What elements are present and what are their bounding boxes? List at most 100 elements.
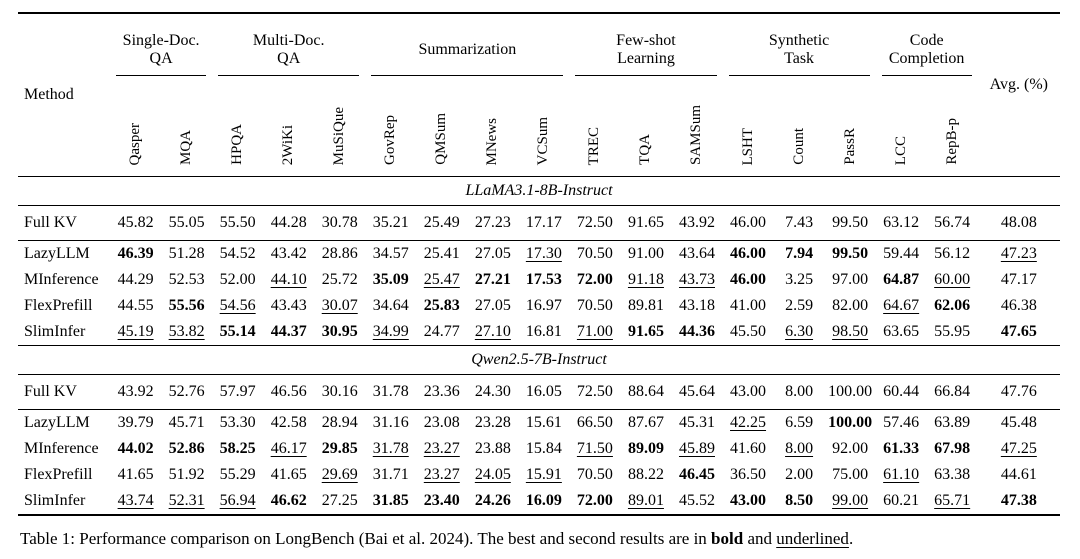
caption-text: .: [848, 529, 854, 548]
avg-cell: 47.38: [1000, 492, 1037, 509]
method-cell: Full KV: [18, 374, 111, 410]
score-cell: 15.84: [525, 440, 562, 457]
column-header: TREC: [569, 76, 620, 177]
score-cell: 70.50: [576, 245, 613, 262]
score-cell: 44.02: [117, 440, 154, 457]
score-cell: 43.00: [722, 374, 774, 410]
score-cell: 54.52: [219, 245, 256, 262]
group-label: Synthetic Task: [768, 31, 830, 67]
score-cell: 46.17: [270, 440, 307, 457]
score-cell: 45.64: [671, 374, 723, 410]
column-header-label: LSHT: [739, 127, 756, 166]
score-cell: 27.05: [474, 245, 511, 262]
score-cell: 31.78: [372, 440, 409, 457]
score-cell: 61.10: [883, 466, 920, 483]
score-cell: 28.94: [321, 414, 358, 431]
score-cell: 23.28: [474, 414, 511, 431]
score-cell: 6.30: [785, 323, 814, 340]
group-underline: [371, 75, 564, 76]
score-cell: 63.65: [883, 323, 920, 340]
avg-cell: 44.61: [1000, 466, 1037, 483]
column-header-label: Count: [790, 128, 807, 165]
score-cell: 53.82: [168, 323, 205, 340]
score-cell: 52.00: [219, 271, 256, 288]
column-header-label: GovRep: [382, 115, 399, 165]
score-cell: 55.05: [161, 205, 213, 241]
model-section-title: LLaMA3.1-8B-Instruct: [18, 176, 1060, 206]
table-row: SlimInfer 45.19 53.82 55.14 44.37 30.95 34.99 2…: [18, 319, 1060, 346]
score-cell: 45.82: [110, 205, 162, 241]
score-cell: 41.00: [730, 297, 767, 314]
group-underline: [218, 75, 360, 76]
score-cell: 64.87: [883, 271, 920, 288]
table-row: Full KV 45.82 55.05 55.50 44.28 30.78 35.21 25.…: [18, 205, 1060, 241]
score-cell: 16.97: [525, 297, 562, 314]
score-cell: 44.37: [270, 323, 307, 340]
score-cell: 52.53: [168, 271, 205, 288]
score-cell: 52.86: [168, 440, 205, 457]
score-cell: 30.78: [314, 205, 366, 241]
column-header: MNews: [467, 76, 518, 177]
score-cell: 66.84: [926, 374, 978, 410]
group-header-row: Method Single-Doc. QA Multi-Doc. QA Summ…: [18, 13, 1060, 103]
score-cell: 30.16: [314, 374, 366, 410]
score-cell: 58.25: [219, 440, 256, 457]
score-cell: 91.65: [620, 205, 672, 241]
score-cell: 64.67: [883, 297, 920, 314]
score-cell: 88.22: [627, 466, 664, 483]
score-cell: 46.56: [263, 374, 315, 410]
score-cell: 72.50: [569, 205, 621, 241]
avg-cell: 47.23: [1000, 245, 1037, 262]
column-header-label: RepB-p: [943, 118, 960, 165]
score-cell: 72.00: [576, 492, 613, 509]
score-cell: 34.99: [372, 323, 409, 340]
score-cell: 16.81: [525, 323, 562, 340]
score-cell: 53.30: [219, 414, 256, 431]
score-cell: 24.05: [474, 466, 511, 483]
score-cell: 55.14: [219, 323, 256, 340]
score-cell: 43.42: [270, 245, 307, 262]
score-cell: 31.71: [372, 466, 409, 483]
group-header-code-completion: Code Completion: [876, 13, 978, 76]
method-cell: LazyLLM: [24, 414, 90, 431]
group-label: Few-shot Learning: [616, 31, 676, 67]
score-cell: 72.00: [576, 271, 613, 288]
score-cell: 31.78: [365, 374, 417, 410]
column-header: SAMSum: [671, 76, 722, 177]
score-cell: 16.05: [518, 374, 570, 410]
score-cell: 44.10: [270, 271, 307, 288]
group-header-summarization: Summarization: [365, 13, 569, 76]
column-header: Count: [774, 76, 825, 177]
score-cell: 55.95: [934, 323, 971, 340]
score-cell: 56.74: [926, 205, 978, 241]
score-cell: 56.12: [934, 245, 971, 262]
score-cell: 54.56: [219, 297, 256, 314]
score-cell: 25.41: [423, 245, 460, 262]
table-header: Method Single-Doc. QA Multi-Doc. QA Summ…: [18, 13, 1060, 177]
column-header-label: MuSiQue: [331, 106, 348, 165]
score-cell: 43.73: [678, 271, 715, 288]
score-cell: 35.21: [365, 205, 417, 241]
score-cell: 59.44: [883, 245, 920, 262]
score-cell: 46.39: [117, 245, 154, 262]
score-cell: 91.18: [627, 271, 664, 288]
avg-cell: 47.17: [1000, 271, 1037, 288]
method-cell: Full KV: [18, 205, 111, 241]
group-header-synthetic-task: Synthetic Task: [723, 13, 876, 76]
score-cell: 99.50: [824, 205, 876, 241]
score-cell: 30.95: [321, 323, 358, 340]
score-cell: 46.00: [730, 245, 767, 262]
score-cell: 23.27: [423, 466, 460, 483]
avg-cell: 45.48: [1000, 414, 1037, 431]
score-cell: 16.09: [525, 492, 562, 509]
score-cell: 62.06: [934, 297, 971, 314]
method-cell: SlimInfer: [24, 323, 86, 340]
score-cell: 3.25: [785, 271, 814, 288]
table-row: FlexPrefill 44.55 55.56 54.56 43.43 30.07 34.6…: [18, 293, 1060, 319]
column-header-label: TQA: [637, 134, 654, 165]
column-header-label: MNews: [484, 117, 501, 166]
score-cell: 45.52: [678, 492, 715, 509]
score-cell: 45.89: [678, 440, 715, 457]
score-cell: 82.00: [832, 297, 869, 314]
